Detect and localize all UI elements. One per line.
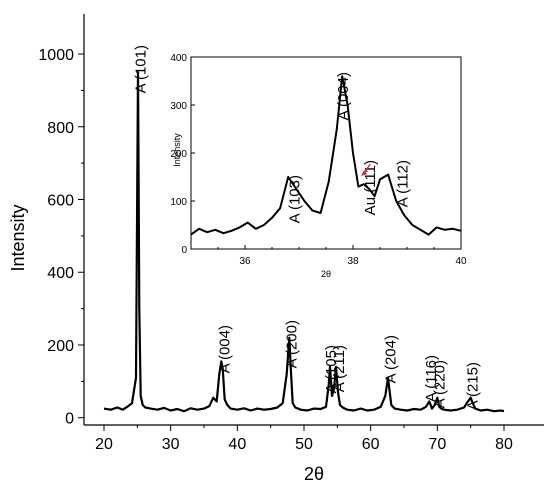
inset-x-tick-label: 38	[347, 256, 359, 267]
main-peak-label: A (204)	[382, 335, 399, 383]
main-x-tick-label: 80	[495, 436, 513, 453]
inset-y-tick-label: 100	[170, 197, 187, 208]
main-x-tick-label: 20	[95, 436, 113, 453]
main-y-axis-title: Intensity	[8, 204, 28, 271]
main-peak-label: A (101)	[132, 45, 149, 93]
inset-y-tick-label: 400	[170, 53, 187, 64]
inset-peak-labels: A (103) A (004) Au (111) A (112)	[287, 72, 412, 223]
main-y-tick-label: 600	[47, 192, 74, 209]
main-x-tick-label: 40	[228, 436, 246, 453]
main-series-line	[103, 71, 505, 413]
main-y-tick-label: 0	[65, 411, 74, 428]
inset-x-tick-label: 36	[239, 256, 251, 267]
inset-x-axis-title: 2θ	[321, 269, 331, 279]
main-peak-label: A (105)	[323, 345, 340, 393]
main-x-axis-title: 2θ	[304, 464, 324, 484]
inset-series-line	[190, 75, 462, 236]
main-peak-labels: A (101) A (004) A (200) A (105)A (211) A (20…	[132, 45, 481, 410]
main-peak-label: A (200)	[284, 320, 301, 368]
main-x-tick-label: 60	[362, 436, 380, 453]
main-peak-label: A (215)	[464, 362, 481, 410]
main-peak-label: A (220)	[432, 360, 449, 408]
main-y-tick-label: 1000	[38, 47, 74, 64]
inset-y-tick-label: 200	[170, 149, 187, 160]
inset-x-tick-label: 40	[455, 256, 467, 267]
inset-peak-label: A (103)	[287, 175, 304, 223]
inset-peak-label: A (004)	[335, 72, 352, 120]
main-x-tick-label: 50	[295, 436, 313, 453]
main-y-tick-label: 800	[47, 120, 74, 137]
main-axes	[83, 14, 544, 426]
main-peak-label: A (004)	[216, 325, 233, 373]
main-peak-label: A (116)	[423, 355, 440, 402]
main-peak-label: A (211)	[331, 345, 348, 392]
inset-peak-label: A (112)	[395, 160, 412, 207]
inset-frame	[190, 56, 462, 250]
main-x-tick-label: 70	[428, 436, 446, 453]
au-arrow-head	[361, 170, 368, 176]
main-y-tick-label: 400	[47, 265, 74, 282]
main-y-tick-label: 200	[47, 338, 74, 355]
inset-y-tick-label: 300	[170, 101, 187, 112]
inset-peak-label: Au (111)	[362, 160, 379, 215]
inset-y-axis-title: Intensity	[172, 133, 182, 167]
main-x-tick-label: 30	[162, 436, 180, 453]
inset-y-tick-label: 0	[181, 245, 187, 256]
